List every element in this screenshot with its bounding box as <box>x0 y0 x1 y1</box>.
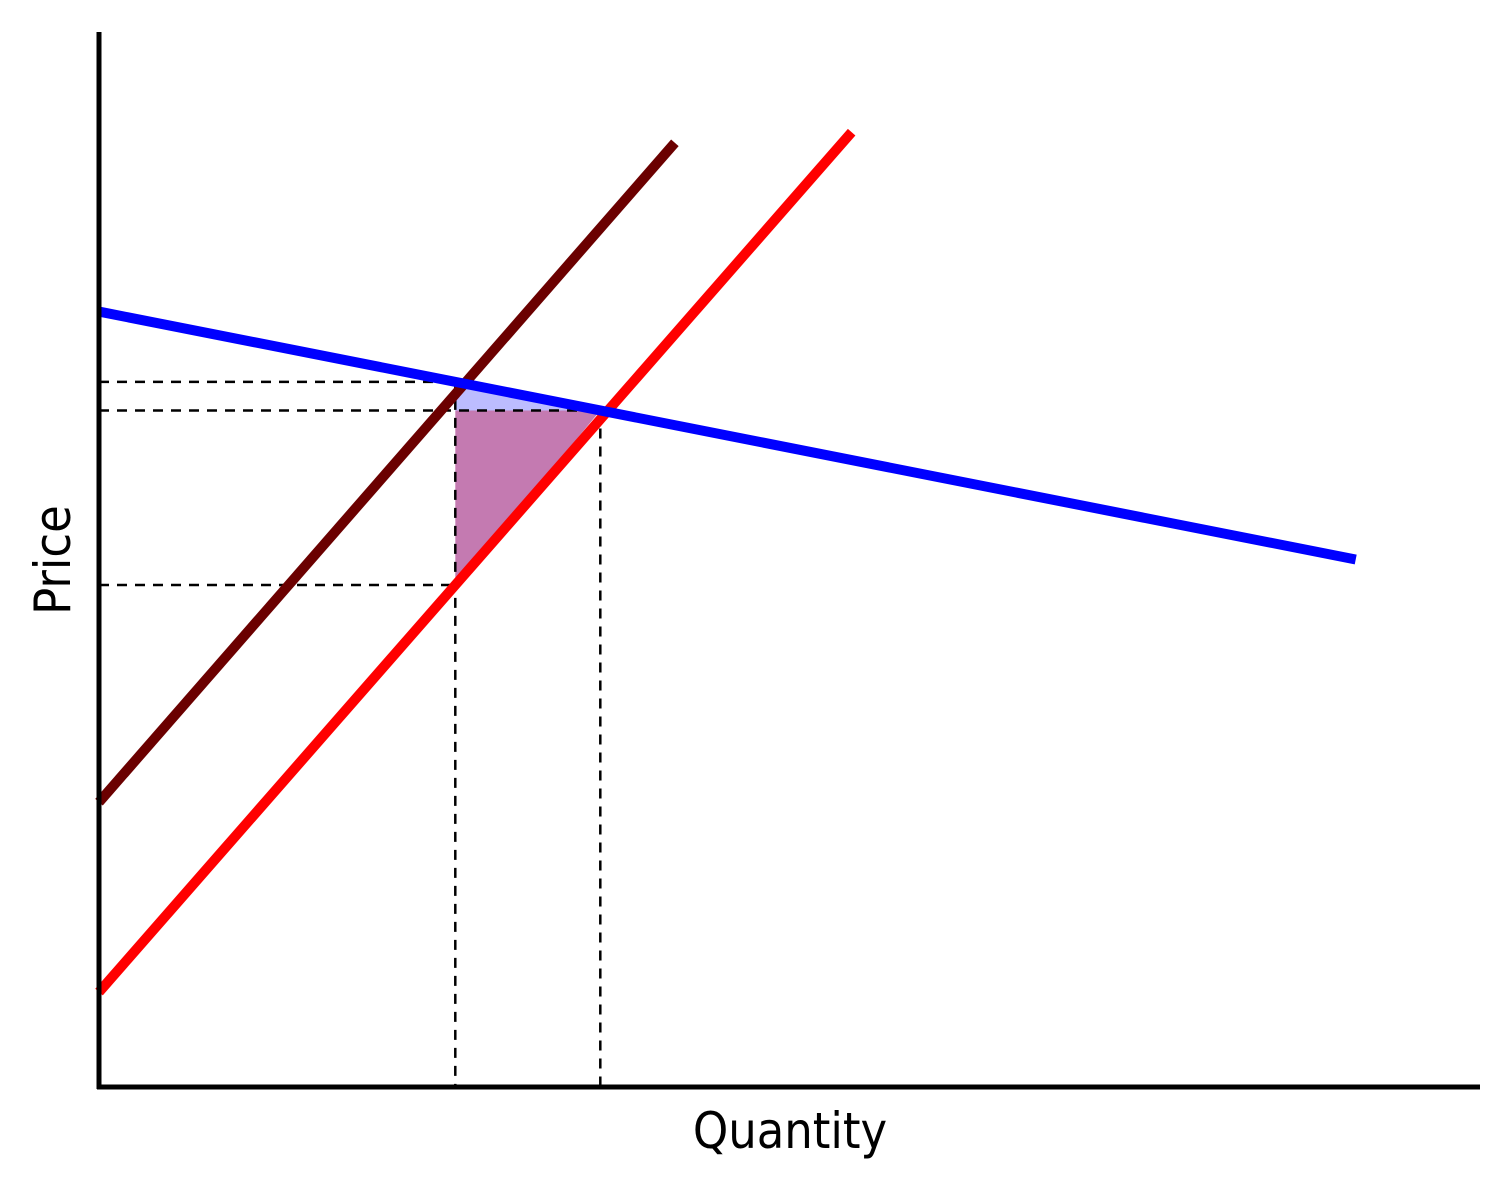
supply-shifted-curve <box>95 139 679 806</box>
axes <box>96 32 1480 1090</box>
y-axis-label: Price <box>24 505 82 615</box>
supply-original-curve <box>95 128 856 996</box>
x-axis-label: Quantity <box>693 1102 887 1160</box>
demand-curve <box>98 306 1357 565</box>
curves <box>95 128 1357 996</box>
guide-lines <box>99 380 602 1087</box>
